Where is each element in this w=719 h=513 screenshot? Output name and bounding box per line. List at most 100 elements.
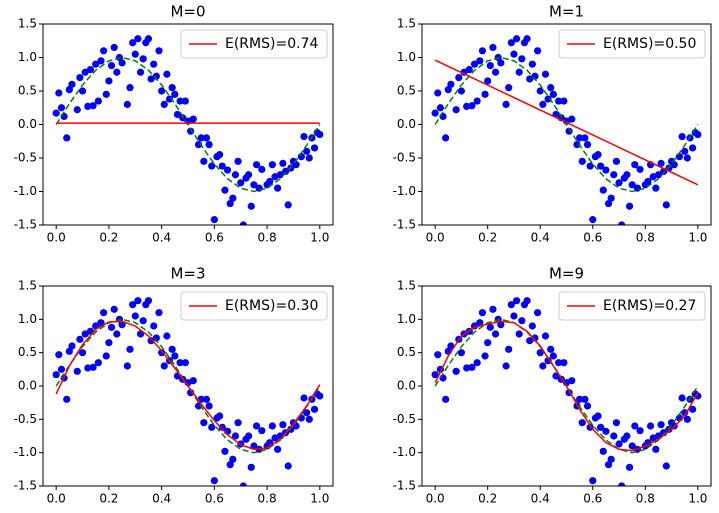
point [102,90,110,98]
point [434,351,442,359]
point [568,115,576,123]
point [158,87,166,95]
legend-box [180,29,328,59]
point [573,141,581,149]
x-tick-label: 0.2 [478,231,497,245]
point [171,90,179,98]
point [300,394,308,402]
point [292,422,300,430]
point [581,134,589,142]
point [510,312,518,320]
point [100,309,108,317]
point [654,171,663,179]
point [442,134,450,142]
point [78,87,87,95]
x-tick-label: 0.8 [636,231,655,245]
point [476,319,484,327]
point [539,100,547,108]
point [528,60,536,68]
plot-area [431,35,702,225]
point [578,157,586,165]
x-tick-label: 0.2 [478,492,497,506]
y-tick-label: 0.0 [397,379,416,393]
point [694,130,702,139]
point [604,199,613,208]
point [457,87,466,95]
x-tick-label: 0.0 [426,492,445,506]
point [589,216,597,224]
point [310,144,319,152]
point [683,154,691,162]
point [489,305,497,313]
x-tick-label: 0.6 [205,492,224,506]
point [94,359,102,367]
y-tick-label: 1.0 [18,312,37,326]
point [252,161,261,169]
point [223,166,232,174]
point [123,362,131,370]
point [560,359,568,367]
y-tick-label: 0.5 [397,84,416,98]
point [523,35,531,43]
axes-frame [421,285,712,487]
point [612,157,621,165]
point [163,70,171,78]
point [258,427,266,435]
point [55,89,63,97]
y-tick-label: 1.0 [397,50,416,64]
point [547,345,555,353]
point [97,57,105,65]
point [55,351,63,359]
point [126,345,134,353]
point [512,297,521,305]
point [97,319,105,327]
point [534,47,542,55]
point [305,154,313,162]
point [675,153,684,161]
point [465,65,473,74]
point [234,157,242,165]
point [107,323,116,331]
point [452,106,460,114]
point [221,447,229,455]
point [234,419,242,427]
point [247,202,255,210]
point [625,463,634,471]
y-tick-label: -1.0 [14,184,37,198]
point [489,43,497,52]
point [555,359,563,367]
point [652,184,660,192]
point [586,162,594,170]
point [258,165,266,173]
point [129,39,137,47]
x-tick-label: 0.0 [426,231,445,245]
point [205,402,213,410]
point [644,177,652,186]
point [678,394,686,402]
point [73,367,81,375]
point [536,349,544,357]
point [583,402,592,410]
point [139,55,147,63]
point [447,342,455,350]
x-tick-label: 0.4 [531,231,550,245]
point [442,395,450,403]
x-tick-label: 0.8 [636,492,655,506]
subplot-title: M=0 [170,3,205,21]
point [237,179,245,187]
line [434,320,699,452]
point [179,114,187,122]
point [463,102,471,111]
point [431,109,439,117]
point [134,35,142,43]
point [678,132,686,141]
point [618,221,626,225]
point [113,330,121,338]
point [131,312,139,320]
point [189,115,197,123]
point [515,68,523,76]
point [478,309,487,317]
point [457,349,466,357]
point [505,345,513,353]
point [597,162,605,170]
